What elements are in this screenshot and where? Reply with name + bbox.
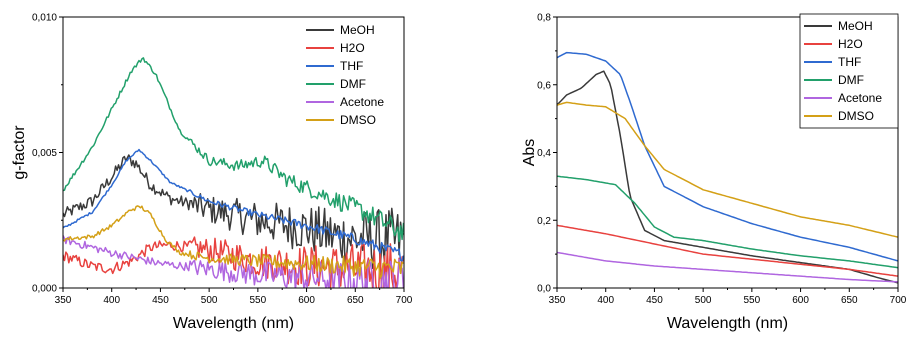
x-tick-label: 400 bbox=[103, 295, 120, 306]
x-axis-title: Wavelength (nm) bbox=[667, 315, 788, 332]
gfactor-chart: 350 400 450 500 550 600 650 700 0,000 0,005 0,010 W… bbox=[11, 13, 413, 333]
x-tick-label: 400 bbox=[597, 295, 614, 306]
y-tick-label: 0,2 bbox=[537, 216, 551, 227]
x-tick-label: 500 bbox=[201, 295, 218, 306]
series-line-acetone bbox=[63, 235, 404, 288]
series-line-thf bbox=[63, 148, 404, 262]
x-tick-label: 350 bbox=[549, 295, 566, 306]
y-tick-label: 0,0 bbox=[537, 284, 551, 295]
series-line-dmf bbox=[557, 175, 898, 269]
series-line-dmso bbox=[63, 205, 404, 279]
x-tick-label: 600 bbox=[298, 295, 315, 306]
x-tick-label: 600 bbox=[792, 295, 809, 306]
x-tick-label: 700 bbox=[396, 295, 413, 306]
x-tick-label: 650 bbox=[841, 295, 858, 306]
y-tick-label: 0,000 bbox=[32, 284, 57, 295]
x-axis-title: Wavelength (nm) bbox=[173, 315, 294, 332]
y-tick-label: 0,6 bbox=[537, 80, 551, 91]
x-tick-label: 450 bbox=[646, 295, 663, 306]
series-line-dmso bbox=[557, 101, 898, 238]
y-tick-label: 0,005 bbox=[32, 148, 57, 159]
legend-label-dmf: DMF bbox=[340, 77, 366, 91]
x-tick-label: 350 bbox=[55, 295, 72, 306]
legend-label-meoh: MeOH bbox=[340, 23, 375, 37]
legend-label-thf: THF bbox=[340, 59, 363, 73]
x-tick-label: 550 bbox=[250, 295, 267, 306]
legend: MeOH H2O THF DMF Acetone DMSO bbox=[799, 13, 899, 129]
y-tick-label: 0,010 bbox=[32, 13, 57, 24]
legend-box bbox=[799, 13, 899, 129]
x-tick-label: 450 bbox=[152, 295, 169, 306]
y-tick-label: 0,4 bbox=[537, 148, 551, 159]
legend-label-h2o: H2O bbox=[340, 41, 365, 55]
legend-label-h2o: H2O bbox=[838, 37, 863, 51]
series-line-dmf bbox=[63, 57, 404, 243]
legend-label-dmso: DMSO bbox=[838, 109, 874, 123]
series-line-thf bbox=[557, 51, 898, 262]
series-line-h2o bbox=[557, 224, 898, 277]
y-tick-label: 0,8 bbox=[537, 13, 551, 24]
x-tick-label: 700 bbox=[890, 295, 907, 306]
absorbance-chart: 350 400 450 500 550 600 650 700 0,0 0,2 0,4 0,6 0,8 W… bbox=[521, 13, 907, 333]
legend-label-dmf: DMF bbox=[838, 73, 864, 87]
y-axis-title: Abs bbox=[521, 139, 538, 167]
legend-label-meoh: MeOH bbox=[838, 19, 873, 33]
series-line-acetone bbox=[557, 251, 898, 283]
x-tick-label: 500 bbox=[695, 295, 712, 306]
y-axis-title: g-factor bbox=[11, 125, 28, 180]
x-tick-label: 650 bbox=[347, 295, 364, 306]
legend-label-acetone: Acetone bbox=[838, 91, 882, 105]
legend-label-acetone: Acetone bbox=[340, 95, 384, 109]
legend: MeOH H2O THF DMF Acetone DMSO bbox=[306, 23, 384, 127]
legend-label-thf: THF bbox=[838, 55, 861, 69]
legend-label-dmso: DMSO bbox=[340, 113, 376, 127]
x-tick-label: 550 bbox=[744, 295, 761, 306]
